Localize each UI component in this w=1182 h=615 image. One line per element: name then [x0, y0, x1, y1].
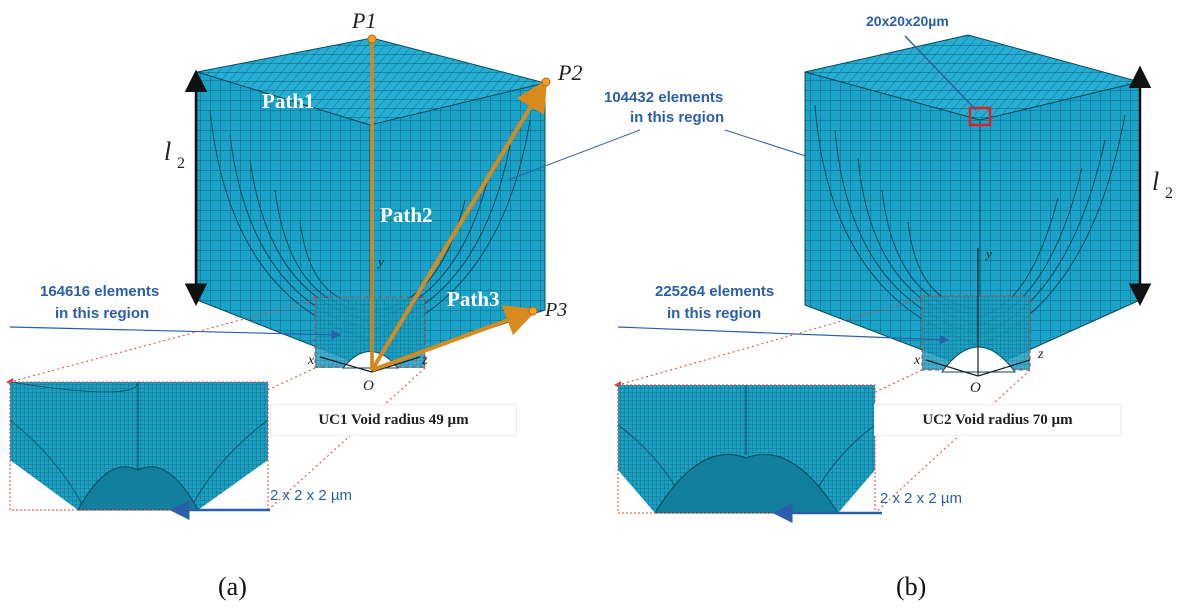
panel-b: y x z O 20x20x20µm l 2 225264 elements i…: [614, 13, 1173, 523]
axis-z-label-b: z: [1037, 347, 1044, 362]
zoom-inset-b: [617, 384, 876, 514]
point-p2-label: P2: [557, 60, 582, 85]
axis-x-label-b: x: [913, 353, 921, 368]
panel-a-caption: (a): [218, 572, 247, 601]
point-p3-marker: [528, 306, 538, 316]
half-length-numerator-b: l: [1152, 167, 1159, 196]
coarse-region-count-a: 104432 elements: [604, 89, 723, 106]
axis-x-label-a: x: [307, 353, 315, 368]
fine-region-suffix-a: in this region: [55, 305, 149, 322]
point-p2-marker: [541, 77, 551, 87]
fine-region-leader-b: [617, 326, 950, 345]
panel-a: y x z O P1 P2 P3 Path1 Path2 Path3 l 2 1…: [6, 8, 881, 520]
path3-label: Path3: [447, 287, 500, 311]
fine-region-count-b: 225264 elements: [655, 283, 774, 300]
coarse-element-size-b: 20x20x20µm: [866, 13, 949, 29]
point-p1-label: P1: [351, 8, 376, 33]
half-length-denominator-a: 2: [177, 155, 185, 172]
half-length-denominator-b: 2: [1165, 185, 1173, 202]
cube-b-fine-region: [922, 296, 1030, 370]
half-length-numerator-a: l: [164, 137, 171, 166]
path3-line: [371, 305, 538, 372]
void-note-b: UC2 Void radius 70 µm: [874, 404, 1121, 436]
element-size-note-b: 2 x 2 x 2 µm: [880, 490, 962, 507]
axis-z-label-a: z: [421, 353, 428, 368]
fine-region-count-a: 164616 elements: [40, 283, 159, 300]
axes-b: [925, 248, 1031, 377]
axis-y-label-a: y: [376, 254, 384, 269]
path2-label: Path2: [380, 203, 433, 227]
element-size-note-a: 2 x 2 x 2 µm: [270, 487, 352, 504]
coarse-element-marker-b: [968, 106, 992, 127]
point-p3-label: P3: [544, 299, 567, 321]
panel-b-caption: (b): [896, 572, 927, 601]
origin-label-a: O: [363, 378, 374, 394]
paths-a: [370, 42, 548, 372]
fine-region-leader-a: [9, 326, 342, 340]
zoom-inset-a: [9, 381, 269, 511]
coarse-region-leader-a: [507, 129, 641, 181]
fine-region-suffix-b: in this region: [667, 305, 761, 322]
axis-y-label-b: y: [984, 246, 992, 261]
coarse-element-leader-b: [904, 35, 977, 111]
point-p1-marker: [367, 34, 377, 44]
origin-label-b: O: [970, 380, 981, 396]
coarse-region-suffix-a: in this region: [630, 109, 724, 126]
path1-label: Path1: [262, 89, 315, 113]
void-note-a: UC1 Void radius 49 µm: [270, 404, 517, 436]
path2-line: [370, 79, 548, 372]
